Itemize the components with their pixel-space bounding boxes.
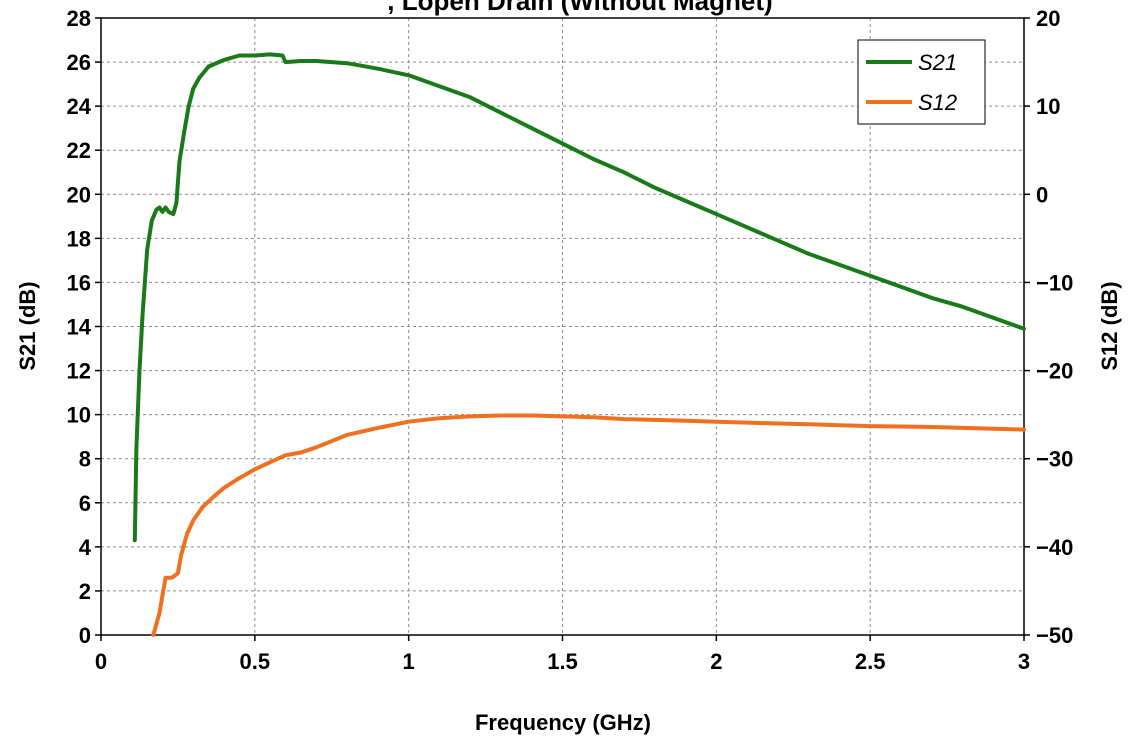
y-left-tick-label: 10: [67, 403, 91, 428]
x-tick-label: 2: [710, 649, 722, 674]
y-right-tick-label: −10: [1036, 270, 1073, 295]
grid-lines: [101, 18, 1024, 635]
x-tick-label: 2.5: [855, 649, 886, 674]
series-lines: [132, 52, 1026, 637]
legend-label-s21: S21: [918, 50, 957, 75]
y-left-tick-label: 24: [67, 94, 92, 119]
legend-box: [857, 39, 986, 125]
y-left-tick-label: 20: [67, 182, 91, 207]
y-left-tick-label: 18: [67, 226, 91, 251]
y-left-tick-label: 2: [79, 579, 91, 604]
y-right-tick-label: 0: [1036, 182, 1048, 207]
y-left-tick-label: 8: [79, 447, 91, 472]
y-right-tick-label: −30: [1036, 447, 1073, 472]
y-right-tick-label: −40: [1036, 535, 1073, 560]
y-right-tick-label: −20: [1036, 359, 1073, 384]
axis-ticks: 0 0.5 1 1.5 2 2.5 30246810121416182022242628−5…: [67, 6, 1074, 674]
x-tick-label: 0.5: [240, 649, 271, 674]
y-left-tick-label: 6: [79, 491, 91, 516]
legend: S21 S12: [857, 39, 986, 125]
chart-title: , Lopen Drain (Without Magnet): [387, 0, 772, 16]
y-right-tick-label: 20: [1036, 6, 1060, 31]
x-tick-label: 3: [1018, 649, 1030, 674]
x-tick-label: 1: [403, 649, 415, 674]
y-left-tick-label: 22: [67, 138, 91, 163]
y-axis-left-label: S21 (dB): [15, 281, 40, 370]
y-left-tick-label: 26: [67, 50, 91, 75]
series-line-s12: [151, 413, 1026, 637]
y-axis-right-label: S12 (dB): [1097, 281, 1122, 370]
y-left-tick-label: 0: [79, 623, 91, 648]
legend-label-s12: S12: [918, 90, 957, 115]
y-left-tick-label: 16: [67, 270, 91, 295]
y-left-tick-label: 4: [79, 535, 92, 560]
y-left-tick-label: 28: [67, 6, 91, 31]
x-tick-label: 0: [95, 649, 107, 674]
y-right-tick-label: −50: [1036, 623, 1073, 648]
series-line-s21: [132, 52, 1026, 543]
x-tick-label: 1.5: [547, 649, 578, 674]
y-left-tick-label: 12: [67, 359, 91, 384]
x-axis-label: Frequency (GHz): [475, 710, 651, 735]
y-right-tick-label: 10: [1036, 94, 1060, 119]
y-left-tick-label: 14: [67, 315, 92, 340]
